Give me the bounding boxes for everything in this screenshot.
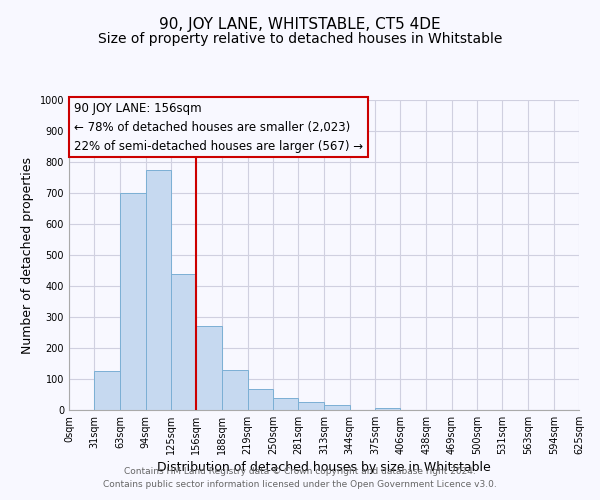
Bar <box>94 371 119 410</box>
Text: Contains public sector information licensed under the Open Government Licence v3: Contains public sector information licen… <box>103 480 497 489</box>
Bar <box>325 406 350 410</box>
X-axis label: Distribution of detached houses by size in Whitstable: Distribution of detached houses by size … <box>157 461 491 474</box>
Bar <box>273 398 298 410</box>
Bar <box>298 402 323 410</box>
Text: Size of property relative to detached houses in Whitstable: Size of property relative to detached ho… <box>98 32 502 46</box>
Text: Contains HM Land Registry data © Crown copyright and database right 2024.: Contains HM Land Registry data © Crown c… <box>124 467 476 476</box>
Bar <box>171 274 196 410</box>
Bar <box>223 370 248 410</box>
Bar <box>248 389 273 410</box>
Y-axis label: Number of detached properties: Number of detached properties <box>21 156 34 354</box>
Bar <box>196 326 221 410</box>
Bar <box>375 408 400 410</box>
Bar <box>121 193 146 410</box>
Text: 90 JOY LANE: 156sqm
← 78% of detached houses are smaller (2,023)
22% of semi-det: 90 JOY LANE: 156sqm ← 78% of detached ho… <box>74 102 363 152</box>
Bar <box>146 170 171 410</box>
Text: 90, JOY LANE, WHITSTABLE, CT5 4DE: 90, JOY LANE, WHITSTABLE, CT5 4DE <box>159 18 441 32</box>
